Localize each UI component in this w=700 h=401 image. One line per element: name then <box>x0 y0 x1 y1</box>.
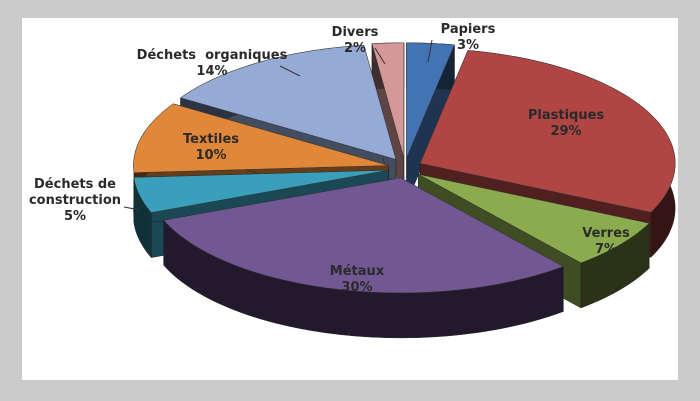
slice <box>419 50 676 213</box>
category-name: Déchets de construction <box>28 177 122 208</box>
category-name: Textiles <box>182 132 240 147</box>
category-name: Divers <box>331 25 379 40</box>
leader-line <box>374 47 386 65</box>
category-name: Déchets organiques <box>136 48 288 63</box>
value-label: 14% <box>196 64 228 79</box>
slice <box>406 42 455 158</box>
category-name: Métaux <box>329 264 385 279</box>
category-name: Papiers <box>440 22 496 37</box>
value-label: 30% <box>341 280 373 295</box>
slice <box>180 45 397 160</box>
leader-line <box>427 39 433 63</box>
slice-label: Divers 2% <box>332 25 379 57</box>
slice-label: Textiles 10% <box>183 132 239 164</box>
category-name: Plastiques <box>527 108 605 123</box>
value-label: 7% <box>594 242 618 257</box>
slice <box>133 169 389 213</box>
value-label: 29% <box>550 124 582 139</box>
value-label: 5% <box>63 209 87 224</box>
slice-label: Métaux 30% <box>330 264 384 296</box>
slice-label: Déchets organiques 14% <box>137 48 288 80</box>
slice <box>163 177 564 294</box>
slice-label: Plastiques 29% <box>528 108 604 140</box>
leader-line <box>123 206 141 211</box>
slice-group <box>163 177 564 339</box>
category-name: Verres <box>582 226 630 241</box>
slice <box>418 174 650 264</box>
slice <box>371 42 405 158</box>
leader-line <box>279 65 301 77</box>
slice-label: Déchets de construction 5% <box>25 177 125 225</box>
slice-label: Papiers 3% <box>441 22 496 54</box>
value-label: 2% <box>343 41 367 56</box>
value-label: 10% <box>195 148 227 163</box>
slice <box>133 103 389 173</box>
slice-label: Verres 7% <box>582 226 630 258</box>
value-label: 3% <box>456 38 480 53</box>
